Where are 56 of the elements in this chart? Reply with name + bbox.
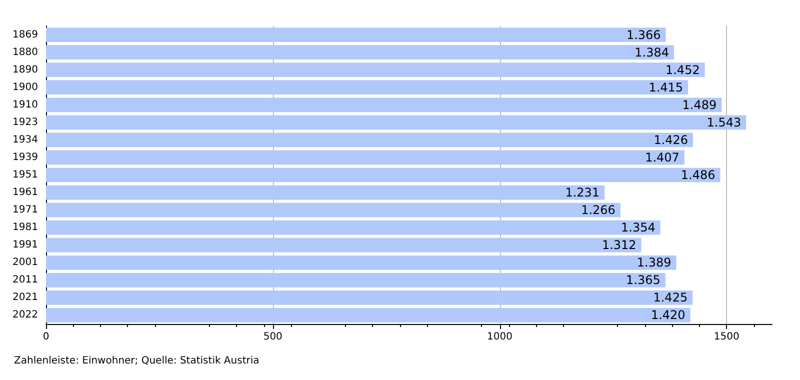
y-tick-label: 1910 — [12, 99, 38, 110]
y-tick-label: 1939 — [12, 152, 38, 163]
y-tick-label: 1869 — [12, 29, 38, 40]
y-tick-label: 2011 — [12, 274, 38, 286]
bar — [46, 272, 666, 288]
text: Zahlenleiste: Einwohner; Quelle: Statistik Austria — [14, 356, 260, 366]
data-label: 1.384 — [634, 45, 669, 60]
bar — [46, 168, 720, 182]
y-tick-label: 1971 — [12, 204, 38, 216]
data-label: 1.365 — [626, 273, 660, 288]
data-label: 1.415 — [648, 80, 684, 94]
y-tick-label: 1934 — [12, 134, 38, 146]
y-tick-label: 2021 — [12, 292, 38, 304]
data-label: 1.407 — [645, 150, 680, 164]
bar — [46, 308, 690, 322]
x-tick-label: 500 — [263, 332, 282, 342]
data-label: 1.420 — [650, 308, 686, 322]
data-label: 1.354 — [621, 220, 656, 235]
x-tick-label: 0 — [42, 332, 50, 342]
data-label: 1.452 — [665, 62, 700, 77]
data-label: 1.389 — [636, 256, 672, 270]
y-tick-label: 1991 — [12, 240, 38, 251]
data-label: 1.312 — [602, 238, 636, 252]
data-label: 1.231 — [565, 186, 600, 200]
y-tick-label: 1981 — [12, 222, 38, 234]
data-label: 1.425 — [653, 290, 688, 305]
bar — [46, 115, 746, 130]
bar — [46, 45, 674, 60]
data-label: 1.486 — [680, 168, 716, 182]
y-tick-label: 1900 — [12, 82, 38, 93]
x-tick-label: 1000 — [487, 332, 512, 342]
y-tick-label: 2001 — [12, 257, 38, 268]
bar — [46, 62, 705, 78]
bar — [46, 150, 684, 165]
y-tick-label: 1961 — [12, 187, 38, 198]
y-tick-label: 1890 — [12, 64, 38, 76]
data-label: 1.543 — [706, 115, 742, 130]
bar — [46, 185, 605, 200]
bar — [46, 220, 660, 235]
y-tick-label: 1951 — [12, 170, 38, 180]
data-label: 1.489 — [682, 98, 717, 112]
y-tick-label: 1923 — [12, 116, 38, 128]
x-tick-label: 1500 — [714, 332, 740, 342]
y-tick-label: 1880 — [12, 46, 38, 58]
bar — [46, 290, 693, 305]
bar — [46, 202, 620, 218]
y-tick-label: 2022 — [12, 310, 38, 321]
bar — [46, 132, 694, 148]
bar — [46, 255, 676, 270]
bar — [46, 98, 722, 112]
data-label: 1.366 — [626, 28, 661, 42]
bar — [46, 80, 688, 95]
data-label: 1.426 — [654, 132, 688, 147]
bar — [46, 238, 642, 252]
data-label: 1.266 — [581, 203, 616, 218]
bar — [46, 28, 666, 42]
